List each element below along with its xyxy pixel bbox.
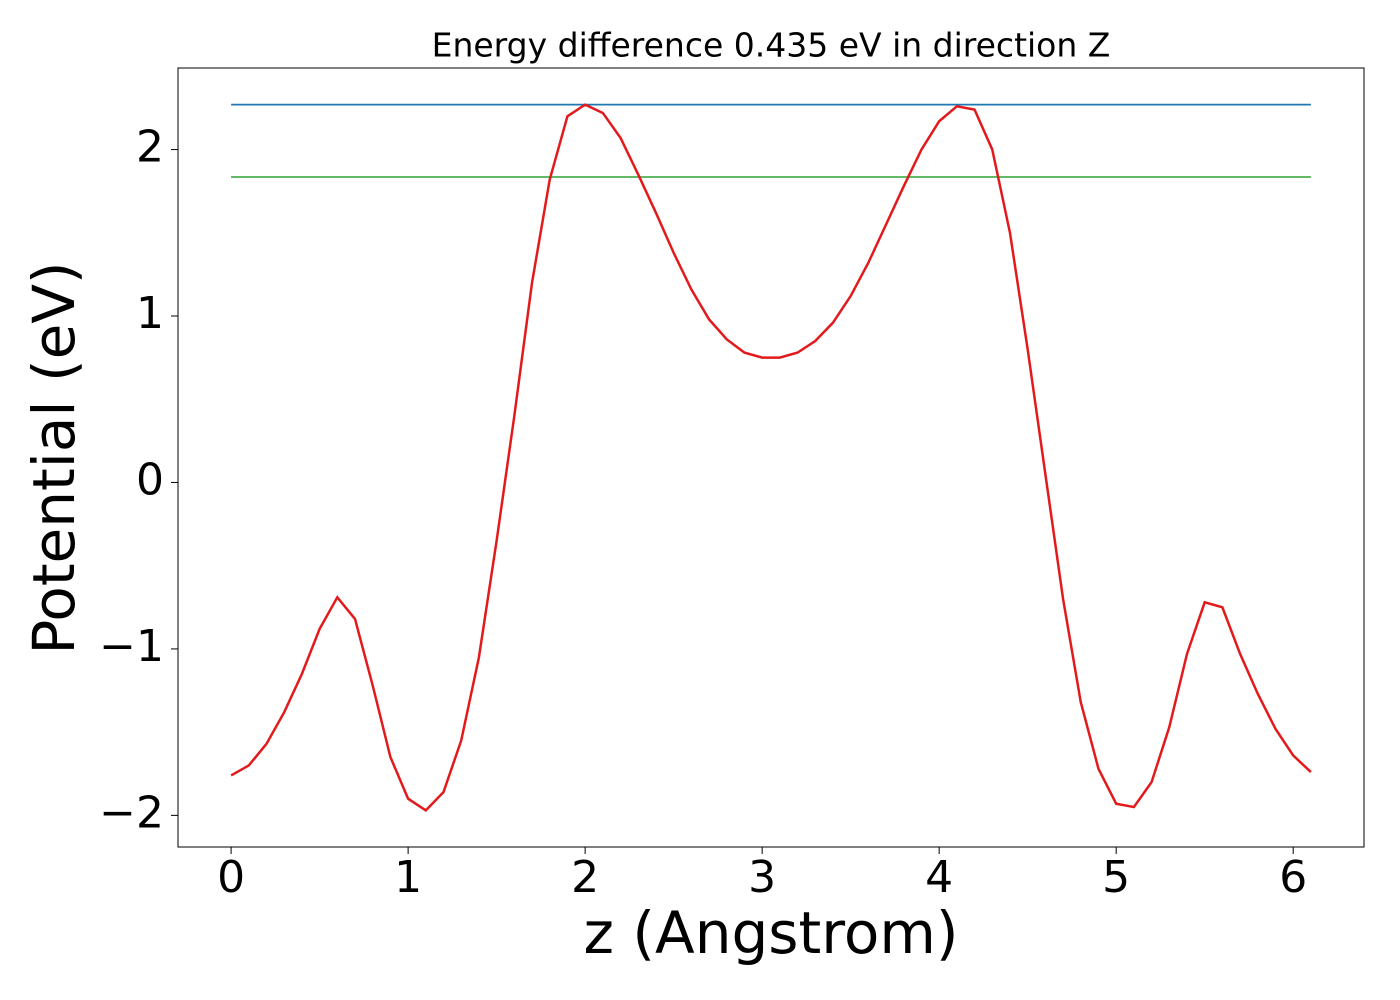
- y-tick-label: −1: [99, 621, 164, 672]
- y-tick-label: 0: [136, 454, 164, 505]
- y-tick-label: 2: [136, 122, 164, 173]
- x-tick-label: 3: [748, 852, 776, 903]
- x-tick-label: 4: [925, 852, 953, 903]
- chart-title: Energy difference 0.435 eV in direction …: [432, 26, 1111, 65]
- x-tick-label: 6: [1279, 852, 1307, 903]
- y-tick-label: −2: [99, 787, 164, 838]
- x-axis-label: z (Angstrom): [584, 899, 959, 967]
- x-tick-label: 0: [217, 852, 245, 903]
- line: [230, 103, 1312, 812]
- y-axis-label: Potential (eV): [20, 261, 88, 654]
- x-tick-label: 5: [1102, 852, 1130, 903]
- x-tick-label: 2: [571, 852, 599, 903]
- x-tick-label: 1: [394, 852, 422, 903]
- plot-frame: [177, 67, 1365, 848]
- y-tick-label: 1: [136, 288, 164, 339]
